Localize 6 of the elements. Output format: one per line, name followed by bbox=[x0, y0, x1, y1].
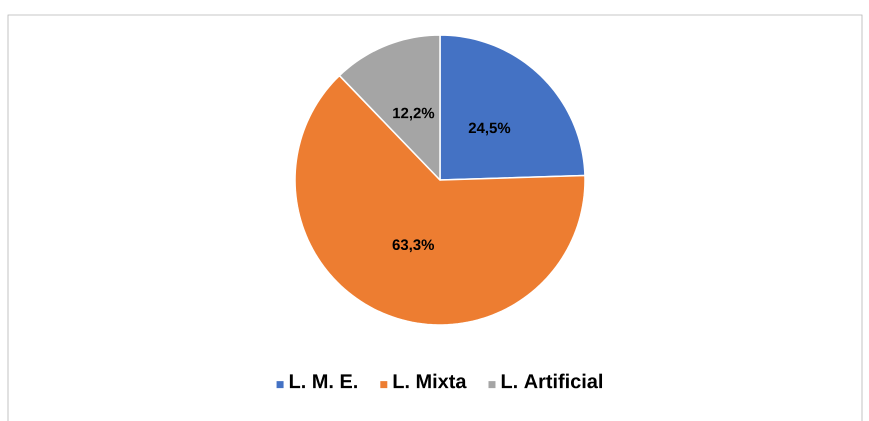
legend-label: L. Mixta bbox=[394, 374, 467, 388]
legend-label: L. M. E. bbox=[290, 374, 357, 388]
data-label: 63,3% bbox=[392, 239, 434, 252]
data-label: 12,2% bbox=[393, 108, 434, 120]
data-label: 24,5% bbox=[468, 122, 510, 136]
legend-label: L. Artificial bbox=[502, 374, 602, 388]
